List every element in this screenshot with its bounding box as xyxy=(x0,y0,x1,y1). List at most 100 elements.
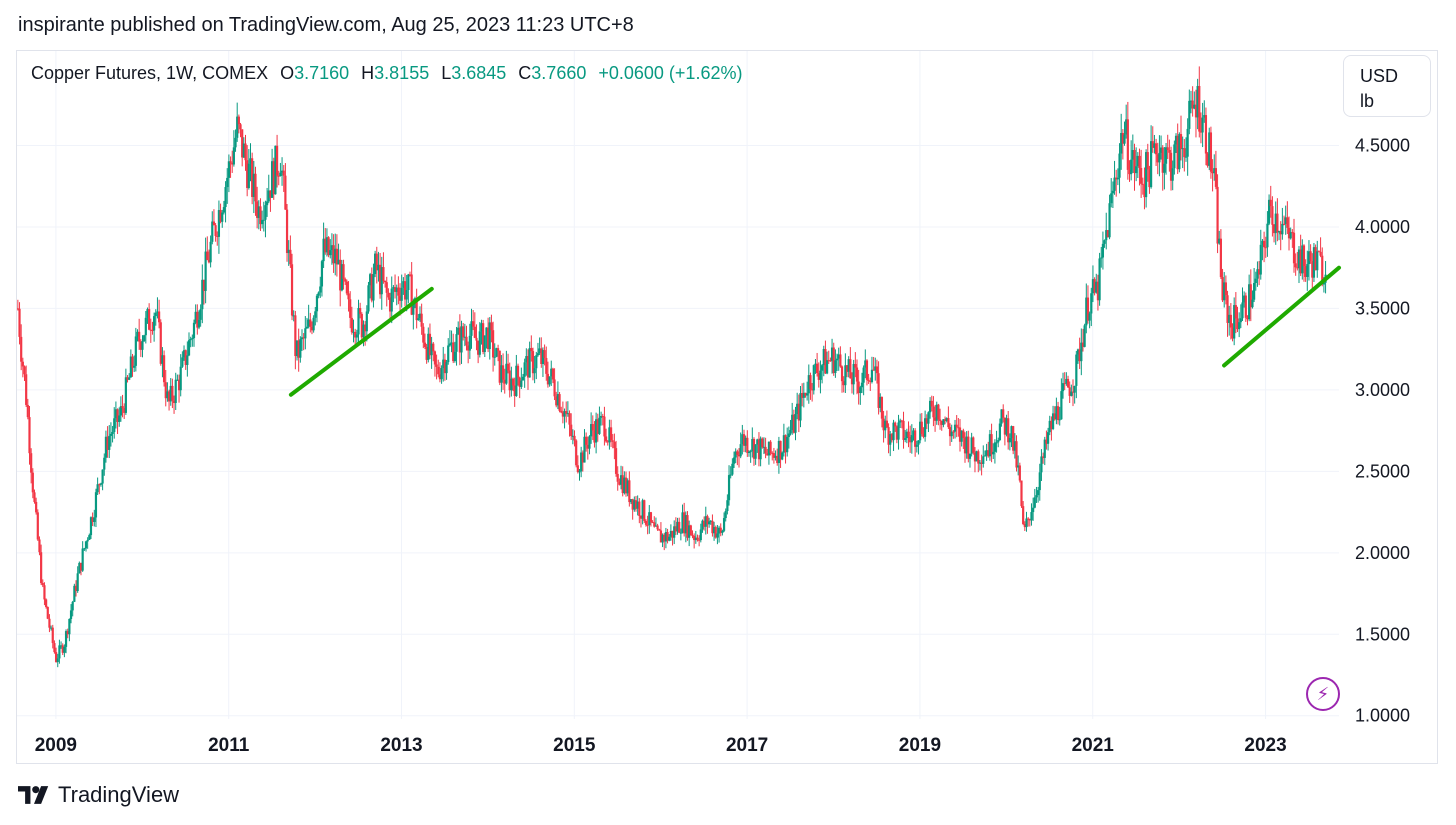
candle-body xyxy=(1178,134,1181,170)
candle-body xyxy=(322,238,325,262)
candle-body xyxy=(947,418,950,428)
candle-body xyxy=(634,500,638,509)
candle-body xyxy=(732,457,736,464)
candle-body xyxy=(967,436,970,459)
candle-body xyxy=(819,370,822,380)
candle-body xyxy=(490,322,493,331)
candle-body xyxy=(133,365,136,368)
candle-body xyxy=(771,452,774,454)
candle-body xyxy=(345,281,348,294)
candle-body xyxy=(325,237,329,253)
candle-body xyxy=(477,340,480,355)
chart-panel[interactable]: 1.0000 1.5000 2.0000 2.5000 3.0000 3.5000 4.00… xyxy=(16,50,1438,764)
candle-body xyxy=(88,535,91,540)
candle-body xyxy=(668,536,671,541)
candle-body xyxy=(1025,518,1028,528)
price-chart[interactable]: 1.0000 1.5000 2.0000 2.5000 3.0000 3.5000 4.00… xyxy=(17,51,1438,764)
candle-body xyxy=(285,209,289,254)
candle-body xyxy=(977,451,980,464)
candle-body xyxy=(108,435,111,450)
candle-body xyxy=(51,627,54,644)
candle-body xyxy=(405,289,408,300)
brand-name: TradingView xyxy=(58,782,180,807)
candle-body xyxy=(129,356,132,378)
legend-symbol[interactable]: Copper Futures, 1W, COMEX xyxy=(31,63,269,83)
candle-body xyxy=(729,474,732,476)
candle-body xyxy=(1176,135,1179,170)
x-tick-label: 2017 xyxy=(726,735,768,756)
candle-body xyxy=(998,423,1001,441)
candle-body xyxy=(1096,281,1100,301)
candle-body xyxy=(656,525,659,530)
candle-body xyxy=(590,424,593,437)
candle-body xyxy=(1271,206,1274,225)
candle-body xyxy=(1037,490,1040,496)
candle-body xyxy=(508,370,511,391)
candle-body xyxy=(408,274,412,276)
candle-body xyxy=(1208,132,1211,166)
candle-body xyxy=(442,359,445,369)
candle-body xyxy=(119,406,122,416)
candle-body xyxy=(275,145,279,176)
currency-unit-button[interactable]: USD lb xyxy=(1343,55,1431,117)
candle-body xyxy=(440,368,443,380)
candle-body xyxy=(688,525,691,538)
candle-body xyxy=(1266,223,1269,248)
candle-body xyxy=(1060,391,1063,420)
candle-body xyxy=(174,379,177,404)
candle-body xyxy=(1055,406,1058,420)
candle-body xyxy=(709,520,712,522)
candle-body xyxy=(779,440,782,460)
candle-body xyxy=(659,530,663,543)
candle-body xyxy=(1168,150,1171,153)
candle-body xyxy=(811,389,814,391)
candle-body xyxy=(453,351,456,362)
candle-body xyxy=(1130,159,1133,175)
candle-body xyxy=(1106,230,1109,238)
candle-body xyxy=(216,235,219,237)
candle-body xyxy=(772,453,776,458)
candle-body xyxy=(1065,378,1068,384)
candle-body xyxy=(438,374,442,380)
candle-body xyxy=(1161,147,1164,173)
candle-body xyxy=(169,385,172,402)
candle-body xyxy=(332,245,335,264)
candle-body xyxy=(1277,231,1281,233)
candle-body xyxy=(28,417,31,454)
candle-body xyxy=(417,318,420,321)
candle-body xyxy=(1126,119,1129,170)
candle-body xyxy=(1321,255,1324,285)
candle-body xyxy=(370,274,373,301)
candle-body xyxy=(335,248,338,265)
candle-body xyxy=(1116,177,1119,180)
candle-body xyxy=(1169,152,1173,181)
candle-body xyxy=(226,177,229,188)
legend-low-key: L xyxy=(441,63,452,83)
candle-body xyxy=(314,311,317,318)
candle-body xyxy=(606,441,609,443)
candle-body xyxy=(148,309,151,330)
candle-body xyxy=(305,326,309,329)
candle-body xyxy=(1017,465,1020,468)
candle-body xyxy=(1267,199,1271,224)
candle-body xyxy=(1251,299,1254,308)
candle-body xyxy=(992,451,995,455)
candle-body xyxy=(221,212,224,222)
candle-body xyxy=(40,552,43,583)
candle-body xyxy=(1289,232,1292,239)
candle-body xyxy=(432,343,435,352)
legend-high-value: 3.8155 xyxy=(374,63,430,83)
candle-body xyxy=(1264,247,1267,249)
candle-body xyxy=(1282,223,1286,225)
candle-body xyxy=(1140,167,1143,184)
candle-body xyxy=(192,322,196,339)
candle-body xyxy=(830,347,834,361)
candle-body xyxy=(196,311,199,328)
currency-label: USD xyxy=(1360,66,1399,86)
candle-body xyxy=(73,585,76,602)
candle-body xyxy=(63,646,66,653)
brand-footer[interactable]: TradingView xyxy=(18,782,179,808)
candle-body xyxy=(575,440,578,466)
lightning-icon[interactable]: ⚡ xyxy=(1306,677,1340,711)
candle-body xyxy=(518,377,521,387)
